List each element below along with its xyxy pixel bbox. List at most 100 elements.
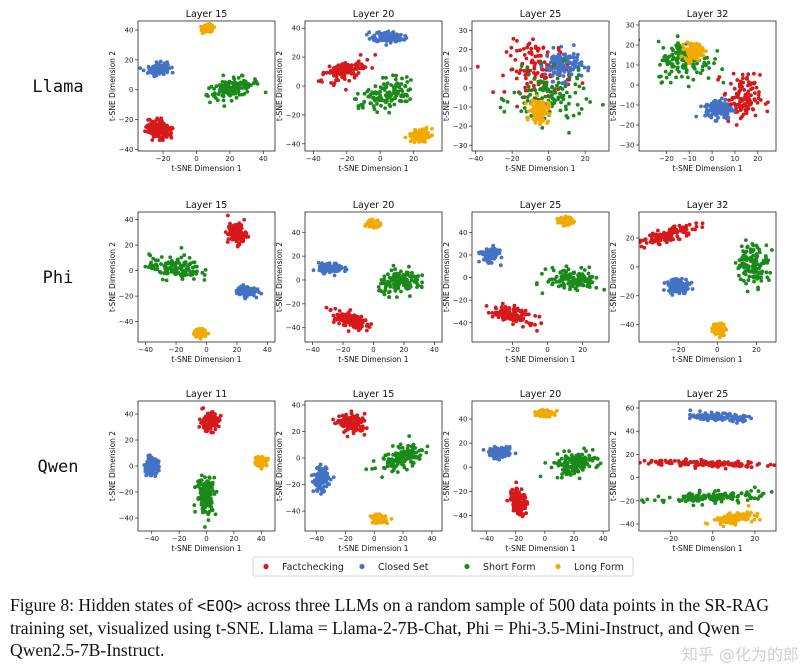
point-factchecking [344, 412, 348, 417]
axes-frame [137, 211, 276, 343]
point-short-form [153, 267, 158, 272]
point-long-form [695, 52, 700, 56]
point-short-form [356, 106, 361, 111]
point-short-form [538, 79, 543, 84]
y-tick-label: −40 [453, 319, 468, 327]
point-factchecking [370, 66, 375, 70]
point-short-form [572, 281, 577, 286]
point-short-form [661, 46, 666, 50]
point-long-form [412, 134, 416, 139]
point-closed-set [662, 288, 666, 292]
scatter-points [138, 22, 268, 143]
point-closed-set [149, 473, 154, 478]
point-closed-set [668, 290, 673, 295]
point-factchecking [753, 91, 757, 95]
point-factchecking [746, 72, 751, 77]
point-long-form [266, 456, 270, 461]
point-short-form [376, 96, 381, 100]
point-short-form [204, 93, 209, 97]
point-short-form [393, 77, 398, 82]
point-factchecking [342, 317, 347, 322]
point-factchecking [206, 411, 210, 416]
point-factchecking [525, 81, 529, 86]
point-short-form [244, 86, 249, 90]
model-label-qwen: Qwen [38, 457, 79, 477]
point-long-form [689, 45, 694, 50]
point-factchecking [494, 306, 498, 311]
point-short-form [581, 86, 586, 91]
point-long-form [696, 58, 701, 62]
point-long-form [693, 56, 698, 61]
x-axis-label: t-SNE Dimension 1 [672, 355, 742, 364]
point-short-form [544, 82, 549, 87]
point-closed-set [551, 79, 556, 84]
point-short-form [571, 113, 576, 118]
point-short-form [639, 38, 641, 42]
point-long-form [527, 109, 531, 113]
point-factchecking [324, 70, 329, 75]
point-short-form [165, 261, 170, 266]
point-short-form [365, 89, 370, 94]
x-tick-label: 10 [730, 155, 739, 163]
point-closed-set [237, 290, 242, 295]
point-short-form [188, 273, 193, 277]
x-tick-label: 0 [194, 155, 198, 163]
point-closed-set [477, 251, 482, 256]
y-tick-label: 20 [292, 54, 301, 62]
panel-title: Layer 25 [520, 9, 562, 20]
point-factchecking [523, 85, 527, 90]
point-short-form [221, 98, 226, 103]
point-closed-set [551, 54, 556, 59]
point-long-form [412, 140, 417, 145]
point-factchecking [347, 78, 352, 83]
point-factchecking [342, 420, 346, 425]
point-factchecking [506, 311, 511, 315]
point-closed-set [364, 32, 369, 37]
point-long-form [545, 121, 550, 125]
point-factchecking [150, 119, 155, 124]
point-short-form [575, 102, 580, 107]
point-factchecking [533, 323, 537, 327]
point-long-form [372, 223, 376, 227]
point-closed-set [684, 277, 688, 282]
y-tick-label: 0 [296, 83, 300, 91]
point-short-form [393, 267, 397, 271]
point-short-form [198, 480, 202, 485]
point-short-form [550, 265, 555, 270]
point-long-form [416, 131, 420, 136]
point-short-form [393, 278, 397, 283]
point-short-form [550, 84, 555, 89]
y-axis-label: t-SNE Dimension 2 [609, 242, 618, 312]
point-factchecking [508, 53, 513, 58]
point-factchecking [521, 316, 526, 321]
point-short-form [695, 70, 699, 75]
point-short-form [224, 87, 229, 91]
point-factchecking [207, 424, 212, 429]
y-tick-label: −20 [453, 123, 468, 131]
point-factchecking [670, 237, 675, 242]
point-factchecking [532, 71, 536, 75]
point-long-form [701, 53, 706, 58]
point-closed-set [378, 36, 383, 40]
point-factchecking [738, 87, 743, 92]
x-tick-label: −10 [682, 155, 697, 163]
point-short-form [180, 277, 185, 281]
point-factchecking [513, 312, 518, 317]
point-short-form [588, 100, 592, 104]
point-closed-set [572, 65, 577, 70]
y-tick-label: −20 [119, 116, 134, 124]
point-long-form [263, 460, 267, 465]
point-short-form [566, 281, 571, 286]
point-short-form [234, 95, 239, 100]
point-long-form [682, 46, 687, 50]
point-short-form [560, 269, 565, 273]
point-short-form [220, 93, 225, 98]
point-closed-set [403, 34, 407, 38]
point-factchecking [529, 46, 534, 51]
point-short-form [407, 264, 411, 269]
point-factchecking [517, 308, 522, 313]
point-short-form [387, 295, 391, 299]
point-factchecking [747, 103, 752, 107]
point-factchecking [738, 116, 743, 121]
